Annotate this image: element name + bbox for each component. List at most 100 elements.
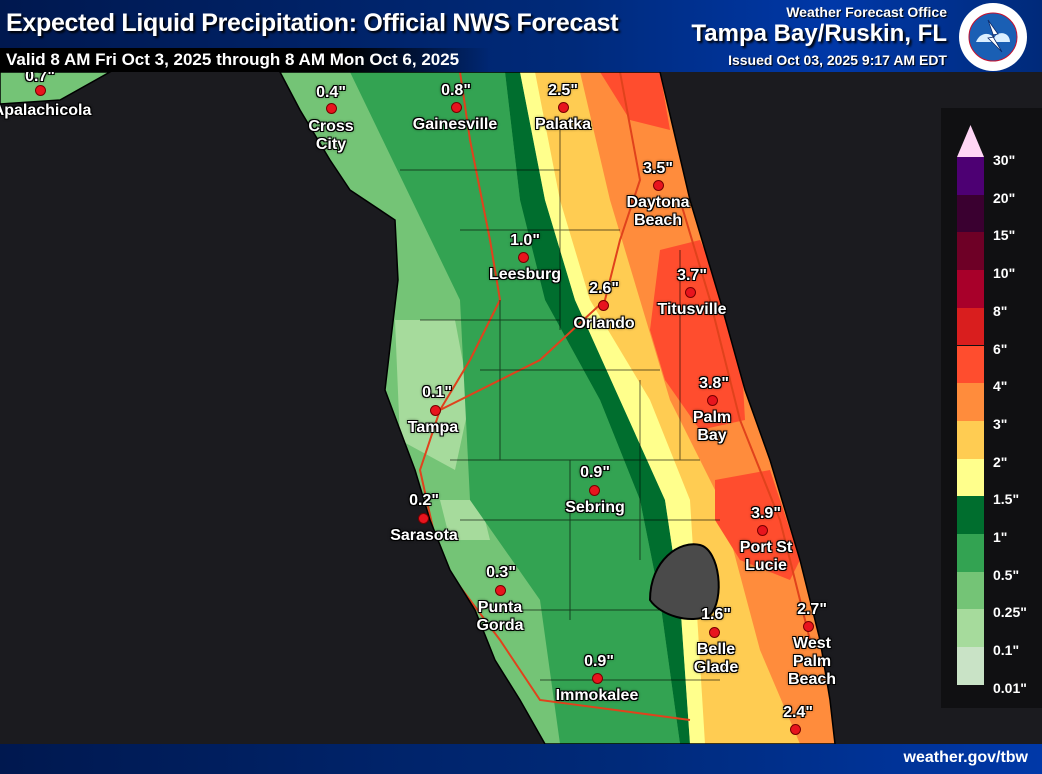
city-name: West Palm Beach [787,635,837,688]
city-value: 2.4" [783,704,813,721]
city-name: Apalachicola [0,102,92,119]
city-name: Orlando [573,315,635,332]
legend-label: 2" [993,453,1008,470]
city-name: Port St Lucie [739,539,793,574]
office-label: Weather Forecast Office [786,4,947,20]
legend-swatch [957,571,984,610]
legend-swatch [957,383,984,421]
city-name: Gainesville [412,116,498,133]
city-marker [790,724,801,735]
city-marker [589,485,600,496]
legend-label: 0.5" [993,566,1020,583]
city-marker [653,180,664,191]
legend-label: 0.1" [993,642,1020,659]
city-name: Sebring [565,499,625,516]
city-marker [598,300,609,311]
legend-swatch [957,194,984,233]
legend-label: 1" [993,529,1008,545]
city-name: Immokalee [555,687,639,704]
legend-swatch [957,307,984,346]
city-marker [418,513,429,524]
city-name: Punta Gorda [476,599,524,634]
legend-swatch [957,458,984,497]
legend-swatch [957,647,984,685]
legend-swatch [957,420,984,459]
valid-period: Valid 8 AM Fri Oct 3, 2025 through 8 AM … [0,48,490,72]
legend-label: 6" [993,340,1008,357]
city-value: 0.2" [409,492,439,509]
florida-precip-map [0,71,836,745]
legend-swatch [957,232,984,271]
legend-swatch [957,496,984,534]
city-value: 1.6" [701,606,731,623]
header: Expected Liquid Precipitation: Official … [0,0,1042,72]
city-value: 0.7" [25,68,55,85]
city-marker [518,252,529,263]
city-value: 0.9" [584,653,614,670]
precip-legend: 30" 20" 15" 10" 8" 6" 4" 3" 2" 1.5" 1" 0.5" 0.25" 0.1… [941,108,1042,708]
footer: weather.gov/tbw [0,744,1042,774]
legend-swatch [957,609,984,648]
city-name: Tampa [407,419,459,436]
office-name: Tampa Bay/Ruskin, FL [691,20,947,47]
city-marker [685,287,696,298]
legend-swatch [957,270,984,308]
city-marker [451,102,462,113]
city-marker [592,673,603,684]
band-1in [505,72,690,744]
city-value: 0.4" [316,84,346,101]
city-name: Palm Bay [692,409,732,444]
city-name: Cross City [308,118,354,153]
page-title: Expected Liquid Precipitation: Official … [6,9,619,37]
city-marker [430,405,441,416]
city-name: Daytona Beach [626,194,690,229]
nws-logo-icon [959,3,1027,71]
band-0-1in [395,320,470,470]
city-marker [709,627,720,638]
legend-arrow-icon [957,125,984,157]
website-link[interactable]: weather.gov/tbw [903,749,1028,766]
city-marker [326,103,337,114]
band-4in-palm-bay [650,240,745,430]
city-name: Leesburg [488,266,562,283]
coastline [0,71,836,745]
legend-label: 4" [993,378,1008,395]
city-marker [757,525,768,536]
lake-okeechobee [648,543,720,620]
city-value: 0.3" [486,564,516,581]
city-value: 0.8" [441,82,471,99]
city-value: 3.8" [699,375,729,392]
city-value: 0.1" [422,384,452,401]
legend-swatch [957,534,984,572]
legend-label: 0.01" [993,679,1027,696]
city-value: 3.7" [677,267,707,284]
band-0-5in [350,72,680,744]
legend-label: 20" [993,189,1016,206]
city-name: Belle Glade [693,641,739,676]
issued-time: Issued Oct 03, 2025 9:17 AM EDT [728,52,947,68]
city-value: 2.5" [548,82,578,99]
city-value: 3.5" [643,160,673,177]
city-marker [707,395,718,406]
legend-label: 0.25" [993,604,1027,621]
city-marker [495,585,506,596]
legend-label: 15" [993,227,1016,244]
city-name: Titusville [657,301,727,318]
city-value: 2.6" [589,280,619,297]
city-value: 0.9" [580,464,610,481]
city-value: 2.7" [797,601,827,618]
city-marker [35,85,46,96]
city-value: 3.9" [751,505,781,522]
legend-label: 8" [993,302,1008,319]
city-value: 1.0" [510,232,540,249]
legend-label: 30" [993,152,1016,168]
legend-label: 10" [993,265,1016,282]
county-lines [400,120,720,681]
precipitation-map: 0.7" Apalachicola 0.4" Cross City 0.8" G… [0,68,1042,745]
legend-label: 1.5" [993,491,1020,508]
city-name: Sarasota [390,527,458,544]
city-marker [803,621,814,632]
legend-swatch [957,157,984,195]
city-name: Palatka [534,116,592,133]
legend-swatch [957,345,984,384]
